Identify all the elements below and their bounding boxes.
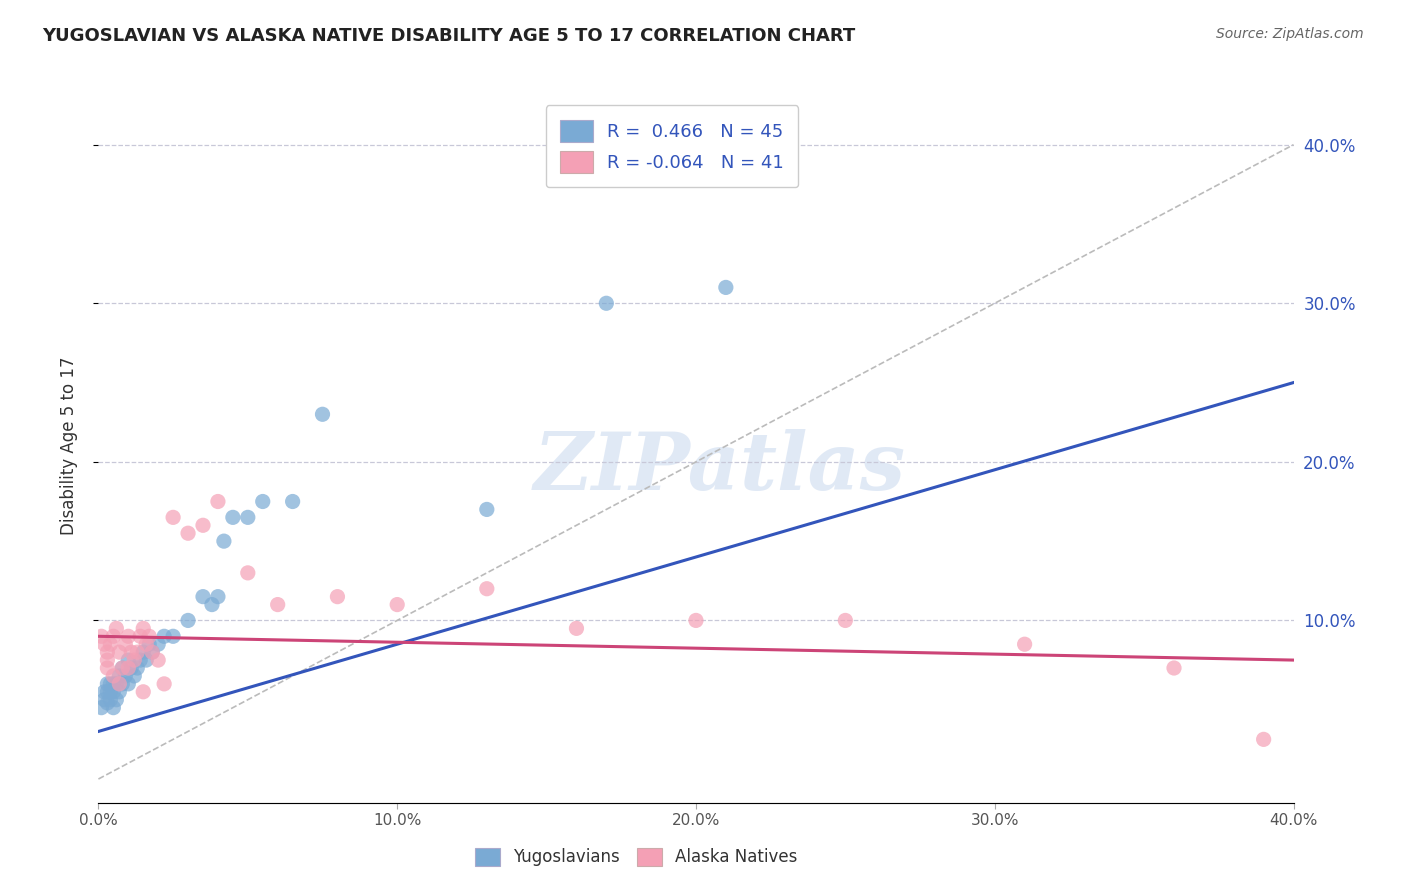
Point — [1253, 732, 1275, 747]
Point — [111, 677, 134, 691]
Point — [96, 696, 118, 710]
Point — [595, 296, 617, 310]
Point — [124, 669, 146, 683]
Point — [177, 614, 200, 628]
Point — [714, 280, 737, 294]
Point — [111, 661, 134, 675]
Point — [1163, 661, 1185, 675]
Point — [96, 645, 118, 659]
Point — [117, 661, 139, 675]
Point — [132, 645, 155, 659]
Point — [129, 629, 152, 643]
Point — [108, 669, 131, 683]
Point — [148, 653, 170, 667]
Point — [114, 669, 136, 683]
Point — [105, 621, 128, 635]
Text: Source: ZipAtlas.com: Source: ZipAtlas.com — [1216, 27, 1364, 41]
Point — [103, 669, 125, 683]
Point — [236, 566, 259, 580]
Point — [135, 653, 157, 667]
Point — [685, 614, 707, 628]
Point — [108, 685, 131, 699]
Point — [90, 629, 112, 643]
Point — [103, 677, 125, 691]
Point — [385, 598, 409, 612]
Point — [207, 590, 229, 604]
Text: YUGOSLAVIAN VS ALASKA NATIVE DISABILITY AGE 5 TO 17 CORRELATION CHART: YUGOSLAVIAN VS ALASKA NATIVE DISABILITY … — [42, 27, 855, 45]
Point — [103, 629, 125, 643]
Point — [138, 637, 160, 651]
Point — [326, 590, 349, 604]
Point — [162, 629, 184, 643]
Point — [127, 645, 149, 659]
Point — [96, 677, 118, 691]
Point — [96, 661, 118, 675]
Point — [475, 582, 498, 596]
Point — [105, 692, 128, 706]
Point — [108, 677, 131, 691]
Point — [127, 661, 149, 675]
Point — [100, 677, 122, 691]
Point — [103, 685, 125, 699]
Point — [100, 637, 122, 651]
Point — [834, 614, 856, 628]
Point — [114, 637, 136, 651]
Point — [177, 526, 200, 541]
Legend: Yugoslavians, Alaska Natives: Yugoslavians, Alaska Natives — [468, 841, 804, 873]
Point — [207, 494, 229, 508]
Point — [162, 510, 184, 524]
Point — [153, 629, 176, 643]
Point — [124, 653, 146, 667]
Point — [252, 494, 274, 508]
Point — [311, 407, 333, 421]
Point — [475, 502, 498, 516]
Point — [148, 637, 170, 651]
Point — [105, 677, 128, 691]
Point — [103, 700, 125, 714]
Point — [93, 692, 115, 706]
Point — [201, 598, 224, 612]
Point — [212, 534, 235, 549]
Y-axis label: Disability Age 5 to 17: Disability Age 5 to 17 — [59, 357, 77, 535]
Point — [191, 518, 214, 533]
Point — [141, 645, 163, 659]
Point — [153, 677, 176, 691]
Point — [108, 645, 131, 659]
Point — [267, 598, 290, 612]
Point — [117, 677, 139, 691]
Point — [90, 700, 112, 714]
Point — [93, 685, 115, 699]
Point — [135, 637, 157, 651]
Point — [96, 685, 118, 699]
Point — [565, 621, 588, 635]
Point — [100, 685, 122, 699]
Point — [132, 685, 155, 699]
Point — [96, 653, 118, 667]
Point — [191, 590, 214, 604]
Point — [120, 661, 142, 675]
Point — [111, 661, 134, 675]
Point — [138, 629, 160, 643]
Point — [281, 494, 304, 508]
Point — [93, 637, 115, 651]
Point — [120, 645, 142, 659]
Point — [117, 629, 139, 643]
Point — [117, 653, 139, 667]
Point — [141, 645, 163, 659]
Point — [129, 653, 152, 667]
Point — [100, 692, 122, 706]
Point — [132, 621, 155, 635]
Text: ZIPatlas: ZIPatlas — [534, 429, 905, 506]
Point — [222, 510, 245, 524]
Point — [236, 510, 259, 524]
Point — [1014, 637, 1036, 651]
